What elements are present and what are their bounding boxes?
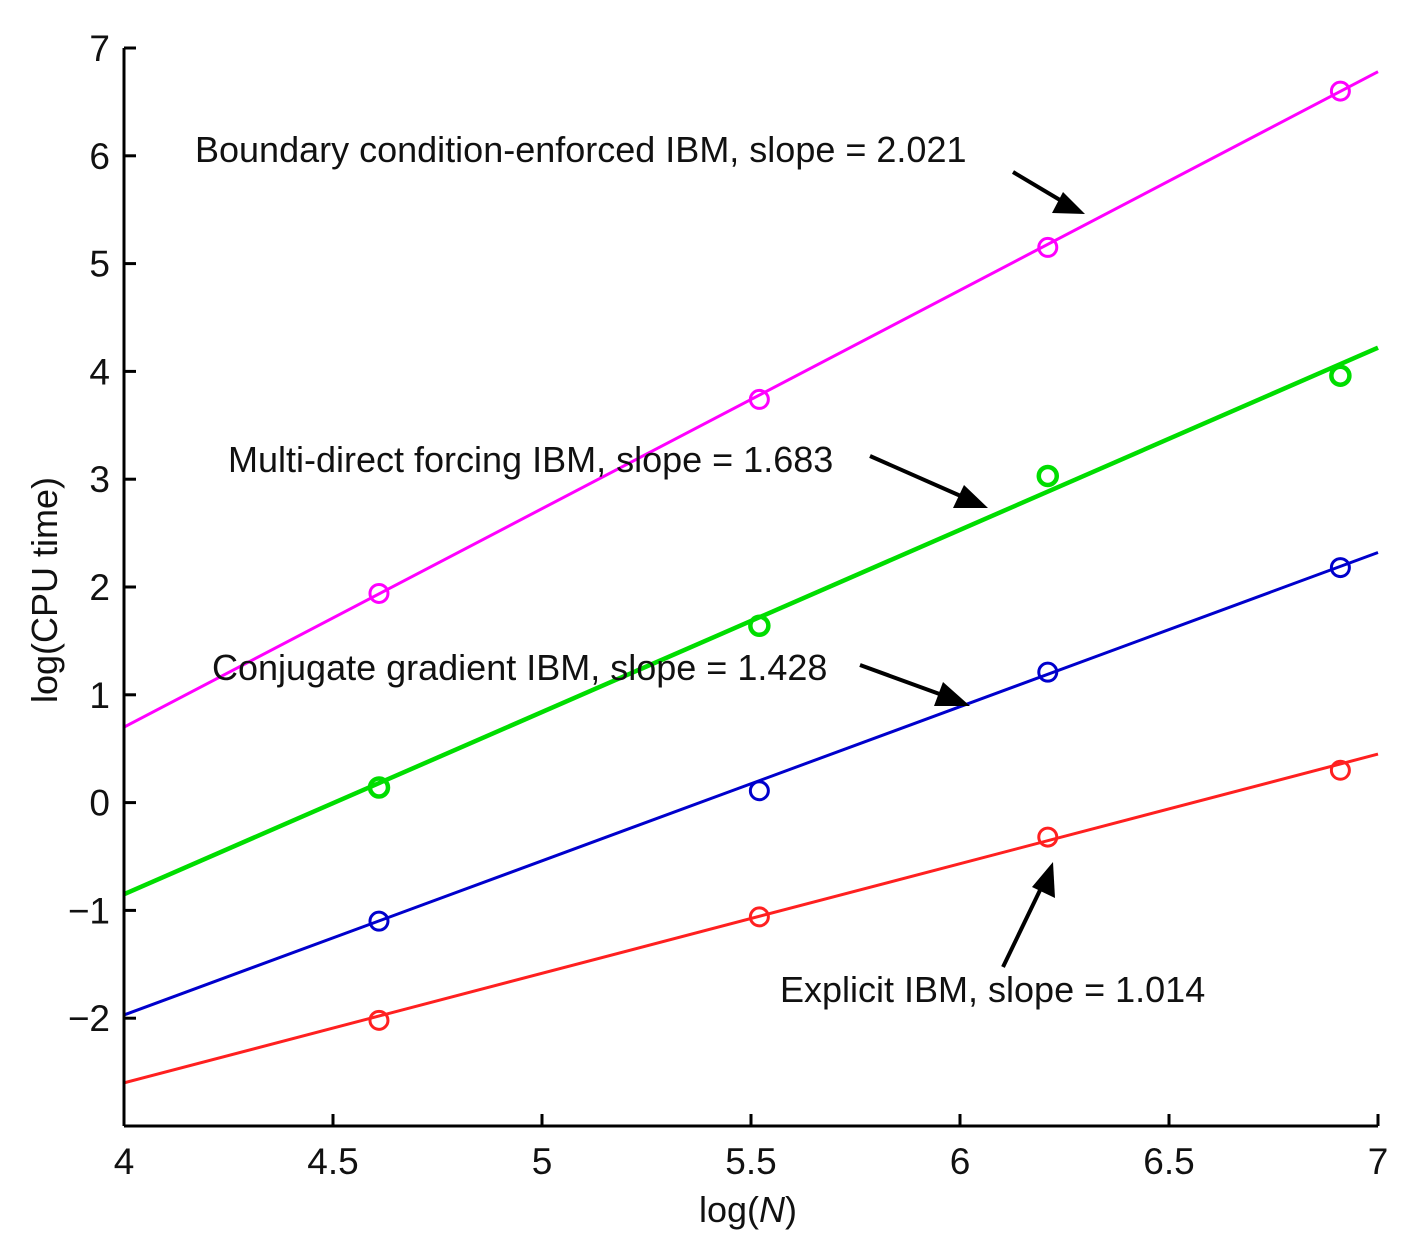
fit-line-series-3 xyxy=(123,551,1379,1017)
arrowhead-conjugate-gradient xyxy=(934,682,970,706)
series-4 xyxy=(123,752,1379,1085)
data-point-series-3-4 xyxy=(1329,557,1351,579)
x-tick-label-1: 4 xyxy=(114,1141,135,1182)
arrow-boundary-condition xyxy=(1011,170,1067,205)
data-point-series-4-3 xyxy=(1037,826,1059,848)
series-3 xyxy=(123,551,1379,1017)
y-tick-label-6: 3 xyxy=(89,459,110,500)
data-point-series-1-2 xyxy=(748,388,770,410)
data-point-series-2-3 xyxy=(1036,464,1060,488)
arrow-explicit xyxy=(1001,883,1045,968)
y-tick-label-3: 0 xyxy=(89,783,110,824)
arrowhead-boundary-condition xyxy=(1052,192,1085,214)
x-axis-title-suffix: ) xyxy=(785,1189,797,1230)
data-point-series-4-2 xyxy=(748,906,770,928)
y-tick-label-4: 1 xyxy=(89,675,110,716)
data-point-series-3-2 xyxy=(748,780,770,802)
data-point-series-2-2 xyxy=(748,614,771,638)
x-axis-title: log(N) xyxy=(699,1189,797,1230)
series-1 xyxy=(123,70,1379,729)
arrow-conjugate-gradient xyxy=(859,663,946,698)
y-tick-label-10: 7 xyxy=(89,28,110,69)
x-tick-label-2: 4.5 xyxy=(307,1141,358,1182)
y-tick-label-9: 6 xyxy=(89,136,110,177)
annotation-explicit: Explicit IBM, slope = 1.014 xyxy=(780,969,1205,1010)
data-point-series-4-4 xyxy=(1329,759,1351,781)
x-axis-title-variable: N xyxy=(759,1189,786,1230)
x-axis-title-prefix: log( xyxy=(699,1189,759,1230)
arrowhead-explicit xyxy=(1032,862,1055,898)
data-point-series-4-1 xyxy=(368,1009,390,1031)
x-tick-label-6: 6.5 xyxy=(1143,1141,1194,1182)
data-point-series-3-1 xyxy=(368,910,390,932)
y-tick-label-5: 2 xyxy=(89,567,110,608)
x-tick-label-3: 5 xyxy=(532,1141,553,1182)
data-point-series-2-1 xyxy=(367,776,391,799)
data-point-series-1-4 xyxy=(1329,80,1351,102)
annotation-boundary-condition: Boundary condition-enforced IBM, slope =… xyxy=(195,129,967,170)
y-tick-label-2: −1 xyxy=(68,890,110,931)
arrow-multi-direct xyxy=(869,454,964,499)
data-point-series-1-3 xyxy=(1037,236,1059,258)
data-point-series-3-3 xyxy=(1037,661,1059,683)
y-tick-label-8: 5 xyxy=(89,244,110,285)
x-tick-label-4: 5.5 xyxy=(725,1141,776,1182)
data-point-series-2-4 xyxy=(1329,364,1352,387)
series-2 xyxy=(123,345,1379,897)
y-tick-label-1: −2 xyxy=(68,998,110,1039)
annotation-conjugate-gradient: Conjugate gradient IBM, slope = 1.428 xyxy=(212,647,827,688)
data-point-series-1-1 xyxy=(368,582,390,604)
y-axis-title: log(CPU time) xyxy=(24,477,65,703)
arrowhead-multi-direct xyxy=(953,485,988,508)
annotation-multi-direct: Multi-direct forcing IBM, slope = 1.683 xyxy=(228,439,833,480)
x-tick-label-7: 7 xyxy=(1368,1141,1389,1182)
y-tick-label-7: 4 xyxy=(89,351,110,392)
x-tick-label-5: 6 xyxy=(950,1141,971,1182)
